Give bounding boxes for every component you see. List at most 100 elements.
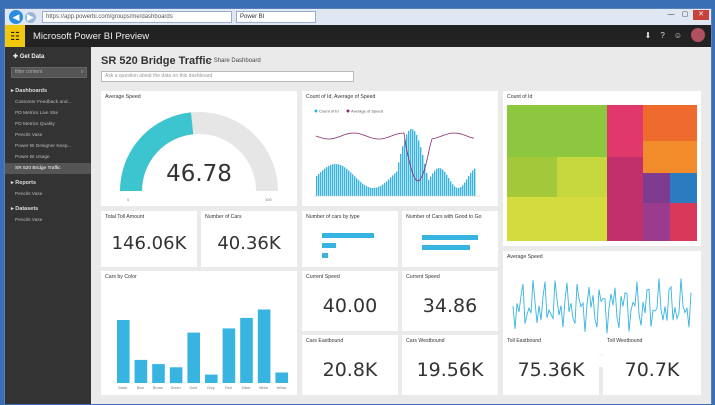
help-icon[interactable]: ? [660, 30, 665, 40]
bar [402, 146, 404, 196]
tick-label: Blue [137, 386, 144, 390]
bar [366, 186, 368, 196]
tile-average-speed-gauge[interactable]: Average Speed 0 100 46.78 [101, 91, 297, 206]
sidebar-item-dashboard[interactable]: Power BI Usage [15, 155, 50, 160]
bar [422, 235, 478, 240]
sidebar-item-dashboard[interactable]: Customer Feedback and... [15, 100, 72, 105]
bar [344, 167, 346, 196]
bar [380, 185, 382, 196]
bar [240, 317, 253, 383]
tile-count-avg-speed[interactable]: Count of Id, Average of Speed Count of I… [302, 91, 498, 206]
bar [418, 140, 420, 196]
bar [334, 164, 336, 196]
hbar-chart [322, 233, 374, 258]
browser-tabbar: ◀ ▶ https://app.powerbi.com/groups/me/da… [5, 9, 711, 25]
header-actions: ⬇ ? ☺ [645, 28, 705, 42]
bar [117, 320, 130, 383]
tile-toll-westbound[interactable]: Toll Westbound 70.7K [603, 335, 701, 395]
tile-title: Toll Eastbound [507, 338, 542, 344]
section-datasets[interactable]: ▸ Datasets [11, 206, 39, 212]
avatar[interactable] [691, 28, 705, 42]
sidebar-item-dashboard[interactable]: PD Metrics Quality [15, 122, 55, 127]
kpi-value: 20.8K [322, 359, 378, 381]
bar [348, 170, 350, 196]
gauge-min: 0 [127, 197, 130, 202]
sidebar: ✚ Get Data filter content ⌕ ▸ Dashboards … [5, 47, 91, 404]
waffle-icon[interactable]: ☷ [5, 25, 25, 47]
get-data-button[interactable]: ✚ Get Data [13, 54, 45, 60]
sidebar-item-dataset[interactable]: Pencils Vase [15, 218, 43, 223]
bar [410, 129, 412, 196]
hbar-chart [422, 235, 478, 250]
app-body: ✚ Get Data filter content ⌕ ▸ Dashboards … [5, 47, 711, 404]
qa-input[interactable]: Ask a question about the data on this da… [101, 71, 354, 82]
bar [462, 185, 464, 196]
back-icon[interactable]: ◀ [9, 10, 23, 24]
bar [444, 171, 446, 196]
tick-label: Yellow [276, 386, 287, 390]
tile-title: Current Speed [306, 274, 340, 280]
tick-label: Brown [153, 386, 163, 390]
gauge-fill [119, 112, 194, 192]
sidebar-item-report[interactable]: Pencils Vase [15, 192, 43, 197]
bar [326, 167, 328, 196]
bar [318, 174, 320, 196]
bar [152, 364, 165, 383]
bar [360, 182, 362, 196]
tile-cars-by-type[interactable]: Number of cars by type [302, 211, 398, 267]
bar [458, 187, 460, 196]
legend-label: Average of Speed [351, 109, 383, 114]
bar [374, 187, 376, 196]
page-title: SR 520 Bridge Traffic [101, 55, 212, 67]
tile-cars-good-to-go[interactable]: Number of Cars with Good to Go [402, 211, 498, 267]
tick-label: Black [118, 386, 127, 390]
tile-title: Toll Westbound [607, 338, 643, 344]
tile-cars-westbound[interactable]: Cars Westbound 19.56K [402, 335, 498, 395]
close-button[interactable]: ✕ [693, 10, 709, 20]
gauge-chart: 0 100 [119, 112, 278, 202]
bar [392, 175, 394, 196]
tile-total-toll[interactable]: Total Toll Amount 146.06K [101, 211, 197, 267]
filter-input[interactable]: filter content ⌕ [11, 67, 87, 78]
bar [456, 187, 458, 196]
bar [420, 147, 422, 196]
section-reports[interactable]: ▸ Reports [11, 180, 37, 186]
bar [438, 168, 440, 196]
section-dashboards[interactable]: ▸ Dashboards [11, 88, 48, 94]
bar [322, 233, 374, 238]
bar [400, 153, 402, 196]
tile-title: Current Speed [406, 274, 440, 280]
maximize-button[interactable]: ▢ [681, 11, 689, 18]
tile-toll-eastbound-body[interactable]: Toll Eastbound 75.36K [503, 335, 599, 395]
tile-cars-by-color[interactable]: Cars by Color Black Blue Brown Green Gold Gre… [101, 271, 297, 395]
sidebar-item-dashboard-active[interactable]: SR 520 Bridge Traffic [5, 163, 91, 174]
tile-title: Number of cars by type [306, 214, 360, 220]
address-bar[interactable]: https://app.powerbi.com/groups/me/dashbo… [42, 11, 232, 23]
forward-icon[interactable]: ▶ [25, 11, 36, 23]
sidebar-item-dashboard[interactable]: Power BI Designer Keep... [15, 144, 72, 149]
treemap-cell [643, 203, 670, 241]
bar [205, 374, 218, 383]
settings-icon[interactable]: ☺ [673, 30, 682, 40]
bar [257, 309, 271, 383]
share-dashboard-button[interactable]: ⟳ Share Dashboard [207, 58, 261, 64]
tile-treemap[interactable]: Count of Id [503, 91, 701, 246]
bar [322, 253, 328, 258]
browser-tab[interactable]: Power BI [236, 11, 316, 23]
bar [356, 178, 358, 196]
treemap-cell [643, 141, 697, 173]
tick-label: Green [171, 386, 181, 390]
tile-current-speed[interactable]: Current Speed 40.00 [302, 271, 398, 331]
minimize-button[interactable]: — [667, 11, 675, 18]
sidebar-item-dashboard[interactable]: Pencils Vase [15, 133, 43, 138]
treemap-cell [607, 105, 643, 157]
kpi-value: 40.00 [322, 295, 378, 317]
download-icon[interactable]: ⬇ [644, 30, 652, 40]
bar [442, 169, 444, 196]
bar [169, 367, 183, 384]
tile-number-of-cars[interactable]: Number of Cars 40.36K [201, 211, 297, 267]
tile-current-speed-2[interactable]: Current Speed 34.86 [402, 271, 498, 331]
sidebar-item-dashboard[interactable]: PD Metrics Live Site [15, 111, 59, 116]
tile-title: Cars Eastbound [306, 338, 344, 344]
tile-cars-eastbound[interactable]: Cars Eastbound 20.8K [302, 335, 398, 395]
